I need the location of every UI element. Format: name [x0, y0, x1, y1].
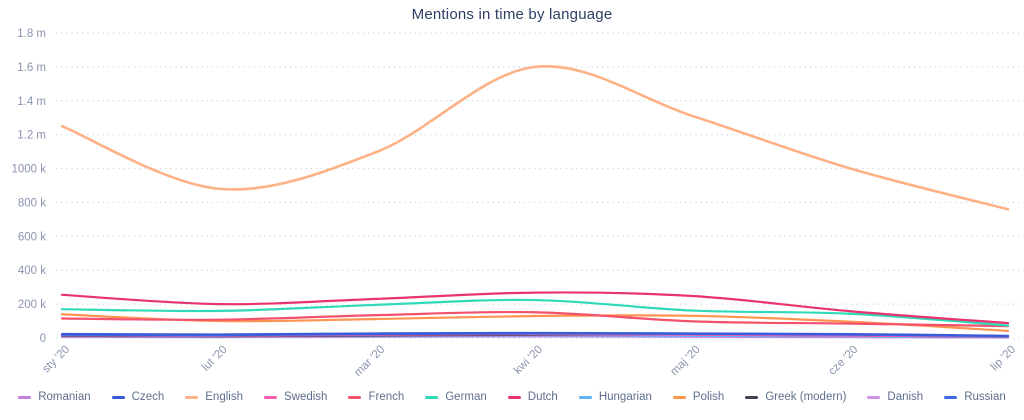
- chart-title: Mentions in time by language: [411, 6, 613, 23]
- legend-item-label: English: [205, 391, 243, 403]
- legend-item-label: French: [368, 391, 405, 403]
- legend-item-french[interactable]: French: [348, 391, 404, 403]
- legend-item-russian[interactable]: Russian: [944, 391, 1006, 403]
- x-axis-tick-label: cze '20: [826, 344, 860, 378]
- series-line-german[interactable]: [60, 298, 1010, 327]
- legend-swatch-icon: [263, 395, 277, 399]
- legend-item-swedish[interactable]: Swedish: [263, 391, 328, 403]
- legend-item-label: Hungarian: [598, 391, 652, 403]
- y-axis-tick-label: 1.6 m: [17, 62, 46, 74]
- x-axis-tick-label: maj '20: [668, 344, 702, 378]
- legend-swatch-icon: [111, 395, 125, 399]
- legend-item-czech[interactable]: Czech: [111, 391, 165, 403]
- chart-legend: Romanian Czech English Swedish French German D…: [0, 391, 1024, 403]
- y-axis-tick-label: 0: [40, 333, 46, 345]
- legend-item-polish[interactable]: Polish: [672, 391, 725, 403]
- legend-swatch-icon: [672, 395, 686, 399]
- legend-swatch-icon: [348, 395, 362, 399]
- series-line-polish[interactable]: [60, 313, 1010, 332]
- x-axis-tick-label: mar '20: [352, 344, 387, 379]
- series-line-french[interactable]: [60, 310, 1010, 328]
- legend-item-hungarian[interactable]: Hungarian: [578, 391, 652, 403]
- x-axis-tick-label: lip '20: [989, 344, 1018, 373]
- legend-item-label: Romanian: [38, 391, 91, 403]
- legend-swatch-icon: [507, 395, 521, 399]
- legend-item-label: Dutch: [527, 391, 558, 403]
- legend-swatch-icon: [185, 395, 199, 399]
- legend-item-romanian[interactable]: Romanian: [18, 391, 91, 403]
- series-line-english[interactable]: [60, 64, 1010, 211]
- legend-item-label: Greek (modern): [765, 391, 847, 403]
- legend-swatch-icon: [745, 395, 759, 399]
- legend-item-label: Czech: [131, 391, 165, 403]
- y-axis-tick-label: 1.2 m: [17, 130, 46, 142]
- y-axis-tick-label: 200 k: [18, 299, 46, 311]
- legend-item-label: German: [445, 391, 487, 403]
- x-axis-tick-label: kwi '20: [512, 344, 545, 377]
- y-axis-tick-label: 1000 k: [11, 164, 46, 176]
- series-line-czech[interactable]: [60, 331, 1010, 337]
- y-axis-tick-label: 800 k: [18, 197, 46, 209]
- y-axis-tick-label: 600 k: [18, 231, 46, 243]
- y-axis-tick-label: 1.8 m: [17, 28, 46, 40]
- y-axis-tick-label: 1.4 m: [17, 96, 46, 108]
- legend-swatch-icon: [578, 395, 592, 399]
- legend-item-danish[interactable]: Danish: [867, 391, 923, 403]
- legend-item-greek-modern-[interactable]: Greek (modern): [745, 391, 846, 403]
- legend-item-english[interactable]: English: [185, 391, 243, 403]
- series-line-dutch[interactable]: [60, 291, 1010, 325]
- legend-item-label: Danish: [887, 391, 924, 403]
- legend-item-label: Polish: [692, 391, 725, 403]
- legend-swatch-icon: [425, 395, 439, 399]
- legend-item-label: Russian: [964, 391, 1006, 403]
- legend-swatch-icon: [18, 395, 32, 399]
- legend-item-label: Swedish: [283, 391, 328, 403]
- x-axis-tick-label: sty '20: [40, 344, 72, 376]
- legend-swatch-icon: [867, 395, 881, 399]
- legend-item-german[interactable]: German: [425, 391, 487, 403]
- x-axis-tick-label: lut '20: [200, 344, 230, 374]
- legend-swatch-icon: [944, 395, 958, 399]
- legend-item-dutch[interactable]: Dutch: [507, 391, 558, 403]
- y-axis-tick-label: 400 k: [18, 265, 46, 277]
